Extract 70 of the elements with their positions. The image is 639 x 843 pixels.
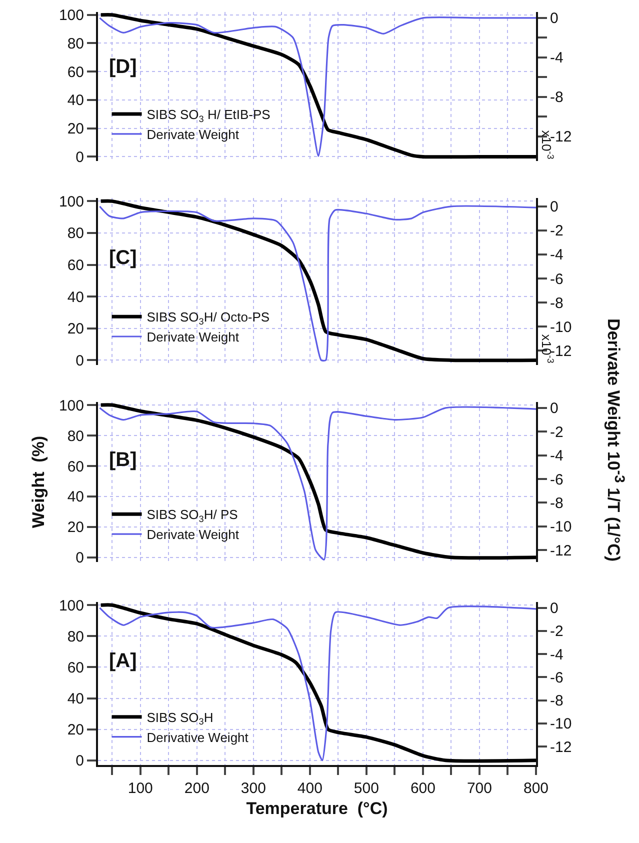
y2-tick-label: -10 <box>550 318 572 336</box>
y2-tick-label: -10 <box>550 518 572 536</box>
y2-tick-label: -4 <box>550 50 564 67</box>
y2-tick-label: 0 <box>550 600 558 618</box>
annotation: [C] <box>109 247 137 269</box>
legend-label: Derivate Weight <box>146 330 240 345</box>
x-tick-label: 700 <box>466 780 492 797</box>
x-tick-label: 800 <box>523 780 549 797</box>
y2-tick-label: -4 <box>550 246 564 264</box>
y2-tick-label: -6 <box>550 669 564 686</box>
annotation: [B] <box>109 449 137 471</box>
legend-label: Derivate Weight <box>146 527 240 542</box>
y-tick-label: 0 <box>76 550 84 567</box>
x-tick-label: 200 <box>184 780 210 797</box>
y-tick-label: 100 <box>58 597 84 614</box>
y2-tick-label: -8 <box>550 294 564 312</box>
y-tick-label: 80 <box>67 428 84 445</box>
y2-tick-label: 0 <box>550 10 558 28</box>
annotation: [A] <box>109 650 137 672</box>
y2-tick-label: -10 <box>550 716 572 733</box>
y-tick-label: 40 <box>67 288 84 306</box>
y-tick-label: 20 <box>67 320 84 338</box>
legend-label: SIBS SO$_{3}$H/ PS <box>146 507 238 524</box>
x-axis-title: Temperature (°C) <box>246 798 388 818</box>
y2-tick-label: -2 <box>550 424 564 441</box>
y-tick-label: 20 <box>67 519 84 536</box>
y-tick-label: 60 <box>67 659 84 676</box>
y2-tick-label: -2 <box>550 222 564 240</box>
y-tick-label: 0 <box>76 752 84 770</box>
y-tick-label: 100 <box>58 397 84 414</box>
y2-tick-label: -8 <box>550 494 564 512</box>
y2-tick-label: -12 <box>550 542 572 560</box>
y-tick-label: 100 <box>58 7 84 24</box>
legend-label: SIBS SO$_{3}$ H/ EtIB-PS <box>146 107 271 124</box>
y2-tick-label: -12 <box>550 128 572 146</box>
y-tick-label: 20 <box>67 722 84 739</box>
legend-label: Derivate Weight <box>146 127 240 142</box>
y-tick-label: 0 <box>76 148 84 166</box>
y-tick-label: 0 <box>76 352 84 370</box>
y-tick-label: 20 <box>67 120 84 138</box>
y-tick-label: 80 <box>67 35 84 52</box>
legend-label: Derivative Weight <box>146 730 249 745</box>
x-tick-label: 600 <box>410 780 436 797</box>
y-tick-label: 60 <box>67 458 84 476</box>
legend-label: SIBS SO$_{3}$H <box>146 710 214 727</box>
x-tick-label: 400 <box>297 780 322 797</box>
y-tick-label: 60 <box>67 257 84 274</box>
x-tick-label: 100 <box>128 780 153 797</box>
y-tick-label: 60 <box>67 64 84 81</box>
annotation: [D] <box>109 56 137 78</box>
y-tick-label: 40 <box>67 488 84 506</box>
y2-tick-label: -4 <box>550 448 564 465</box>
y-tick-label: 80 <box>67 628 84 646</box>
x-tick-label: 300 <box>240 780 266 797</box>
y-axis-title: Weight (%) <box>29 436 48 528</box>
y-tick-label: 40 <box>67 690 84 708</box>
y-tick-label: 40 <box>67 92 84 110</box>
y2-tick-label: -8 <box>550 692 564 710</box>
x-tick-label: 500 <box>354 780 379 797</box>
y2-tick-label: -8 <box>550 89 564 106</box>
y2-tick-label: -6 <box>550 471 564 488</box>
y2-tick-label: 0 <box>550 198 558 216</box>
y2-tick-label: -6 <box>550 270 564 288</box>
legend-label: SIBS SO$_{3}$H/ Octo-PS <box>146 310 270 326</box>
y2-tick-label: -12 <box>550 738 572 756</box>
y2-tick-label: -2 <box>550 623 564 640</box>
y-tick-label: 100 <box>58 193 84 210</box>
y-tick-label: 80 <box>67 225 84 242</box>
y2-tick-label: -4 <box>550 646 564 664</box>
y2-tick-label: 0 <box>550 400 558 418</box>
